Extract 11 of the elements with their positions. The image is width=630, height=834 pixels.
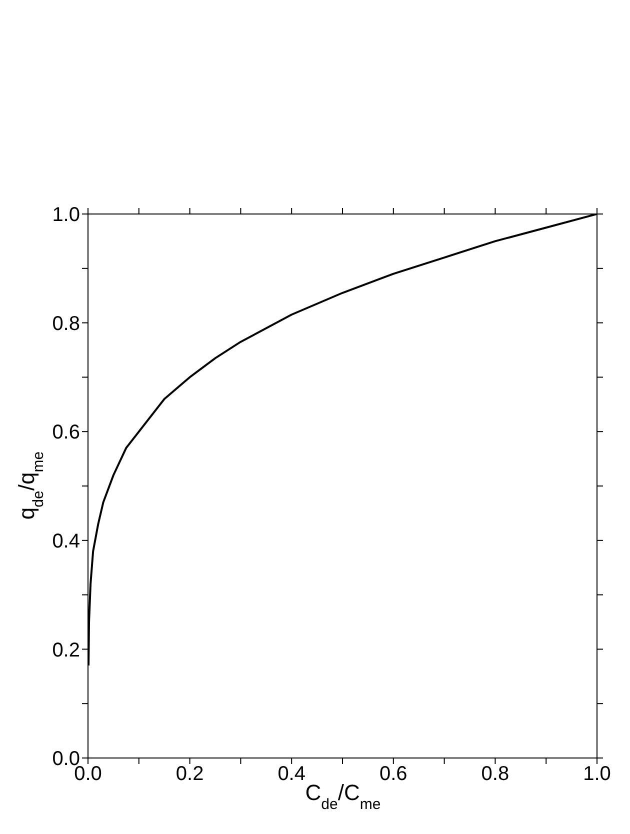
- y-tick-label: 0.6: [52, 422, 80, 444]
- x-tick-label: 0.6: [379, 763, 408, 786]
- x-tick-label: 0.4: [278, 763, 306, 786]
- y-tick-label: 0.4: [52, 530, 80, 552]
- y-tick-label: 0.2: [52, 639, 80, 662]
- x-tick-label: 0.2: [176, 763, 204, 786]
- x-tick-label: 1.0: [583, 763, 611, 786]
- y-tick-label: 1.0: [52, 204, 80, 226]
- y-tick-label: 0.8: [52, 312, 80, 335]
- x-axis-title: C$_{de}$/C$_{me}$: [305, 780, 381, 812]
- x-tick-label: 0.8: [481, 763, 510, 786]
